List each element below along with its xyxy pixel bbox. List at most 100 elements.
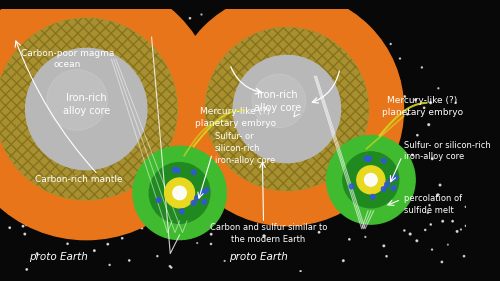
Point xyxy=(127,116,135,121)
Circle shape xyxy=(349,184,354,189)
Point xyxy=(9,207,17,212)
Point xyxy=(26,99,34,103)
Point xyxy=(118,236,126,241)
Point xyxy=(6,225,14,230)
Circle shape xyxy=(367,157,372,161)
Point xyxy=(438,260,446,264)
Circle shape xyxy=(191,201,196,205)
Point xyxy=(67,142,75,146)
Point xyxy=(2,97,10,101)
Circle shape xyxy=(384,182,390,187)
Point xyxy=(400,94,408,99)
Point xyxy=(232,26,240,30)
Circle shape xyxy=(133,146,226,240)
Point xyxy=(176,209,184,214)
Point xyxy=(102,82,110,87)
Point xyxy=(192,89,200,94)
Point xyxy=(172,230,180,235)
Point xyxy=(452,101,460,105)
Point xyxy=(296,213,304,218)
Text: Carbon and sulfur similar to
the modern Earth: Carbon and sulfur similar to the modern … xyxy=(210,223,327,244)
Circle shape xyxy=(170,0,404,226)
Point xyxy=(434,192,442,197)
Point xyxy=(33,251,41,256)
Point xyxy=(185,160,193,165)
Point xyxy=(381,213,389,217)
Point xyxy=(272,194,280,198)
Point xyxy=(386,42,394,46)
Point xyxy=(280,13,288,18)
Point xyxy=(56,230,64,234)
Circle shape xyxy=(164,178,194,208)
Point xyxy=(376,192,384,196)
Point xyxy=(112,120,120,125)
Point xyxy=(127,34,135,39)
Point xyxy=(154,254,162,259)
Point xyxy=(331,126,339,131)
Point xyxy=(346,237,354,242)
Text: Iron-rich
alloy core: Iron-rich alloy core xyxy=(254,90,301,113)
Point xyxy=(324,135,332,140)
Point xyxy=(382,254,390,259)
Point xyxy=(278,185,286,190)
Point xyxy=(462,205,469,209)
Point xyxy=(418,65,426,70)
Point xyxy=(344,58,351,63)
Point xyxy=(398,156,406,160)
Point xyxy=(338,203,346,208)
Point xyxy=(406,232,414,236)
Point xyxy=(428,247,436,252)
Circle shape xyxy=(343,152,399,208)
Point xyxy=(296,269,304,273)
Point xyxy=(364,206,372,211)
Circle shape xyxy=(150,163,210,223)
Point xyxy=(344,87,352,92)
Point xyxy=(248,125,256,130)
Point xyxy=(42,192,50,196)
Circle shape xyxy=(176,168,180,173)
Point xyxy=(324,191,332,196)
Point xyxy=(281,128,289,132)
Point xyxy=(296,122,304,126)
Point xyxy=(211,53,219,58)
Point xyxy=(412,98,420,102)
Circle shape xyxy=(382,187,386,191)
Point xyxy=(3,111,11,115)
Point xyxy=(444,243,452,247)
Point xyxy=(148,224,156,229)
Point xyxy=(162,34,170,38)
Point xyxy=(356,142,364,147)
Circle shape xyxy=(180,209,184,214)
Circle shape xyxy=(392,186,396,191)
Point xyxy=(142,171,150,175)
Text: Iron-rich
alloy core: Iron-rich alloy core xyxy=(62,93,110,116)
Point xyxy=(203,207,211,211)
Point xyxy=(207,242,215,246)
Point xyxy=(130,81,138,85)
Point xyxy=(207,232,215,237)
Point xyxy=(104,242,112,246)
Circle shape xyxy=(394,175,398,180)
Point xyxy=(36,29,44,33)
Circle shape xyxy=(252,74,306,128)
Text: Carbon-rich mantle: Carbon-rich mantle xyxy=(36,175,123,184)
Point xyxy=(112,48,120,53)
Text: Mercury-like (?)
planetary embryo: Mercury-like (?) planetary embryo xyxy=(195,107,276,128)
Point xyxy=(13,81,21,86)
Point xyxy=(249,176,257,180)
Point xyxy=(354,120,362,125)
Point xyxy=(24,28,32,32)
Circle shape xyxy=(326,135,415,224)
Point xyxy=(462,224,470,228)
Point xyxy=(266,10,274,14)
Point xyxy=(10,197,18,201)
Point xyxy=(252,90,260,94)
Point xyxy=(380,244,388,248)
Point xyxy=(78,17,86,21)
Point xyxy=(408,153,416,157)
Point xyxy=(260,234,268,238)
Point xyxy=(99,188,107,192)
Circle shape xyxy=(382,158,386,163)
Point xyxy=(178,169,186,174)
Point xyxy=(179,44,187,49)
